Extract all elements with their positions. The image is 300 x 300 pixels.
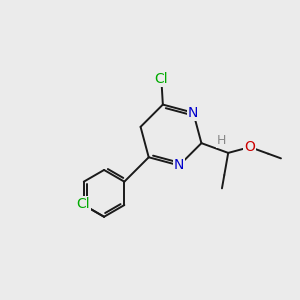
Text: Cl: Cl [76, 197, 90, 212]
Text: O: O [244, 140, 255, 154]
Text: H: H [217, 134, 226, 147]
Text: N: N [188, 106, 199, 120]
Text: Cl: Cl [154, 72, 168, 86]
Text: N: N [174, 158, 184, 172]
